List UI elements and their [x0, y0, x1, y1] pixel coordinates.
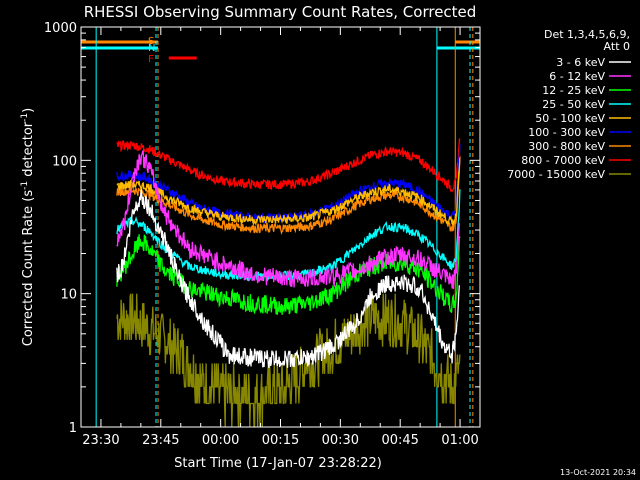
chart-title: RHESSI Observing Summary Count Rates, Co… — [84, 3, 477, 21]
series-layer — [116, 138, 461, 428]
x-tick-label-3: 00:15 — [262, 433, 299, 448]
x-tick-label-4: 00:30 — [322, 433, 359, 448]
legend-header-line2: Att 0 — [604, 40, 630, 53]
legend-label-0: 3 - 6 keV — [556, 56, 605, 69]
flag-bar-saa-0 — [81, 40, 159, 44]
legend-label-6: 300 - 800 keV — [528, 140, 605, 153]
series-line-0 — [116, 189, 461, 368]
legend-label-7: 800 - 7000 keV — [521, 154, 605, 167]
series-line-1 — [116, 149, 461, 290]
y-axis: 1 10 100 1000 — [44, 21, 480, 436]
flag-bar-night-1 — [436, 46, 480, 50]
series-line-2 — [116, 234, 461, 315]
series-line-6 — [116, 155, 461, 235]
flag-bars — [81, 40, 480, 60]
x-tick-label-1: 23:45 — [142, 433, 179, 448]
legend-label-5: 100 - 300 keV — [528, 126, 605, 139]
x-tick-label-0: 23:30 — [82, 433, 119, 448]
y-tick-label-1: 10 — [60, 288, 77, 303]
legend-header-line1: Det 1,3,4,5,6,9, — [544, 28, 630, 41]
x-tick-label-2: 00:00 — [202, 433, 239, 448]
legend-label-4: 50 - 100 keV — [535, 112, 605, 125]
legend-label-2: 12 - 25 keV — [542, 84, 605, 97]
x-axis: 23:30 23:45 00:00 00:15 00:30 00:45 01:00 — [80, 27, 481, 448]
y-tick-label-3: 1000 — [44, 21, 77, 36]
legend-label-3: 25 - 50 keV — [542, 98, 605, 111]
flag-label-f: F — [148, 54, 154, 65]
series-line-4 — [116, 157, 461, 227]
flag-label-s: S — [148, 36, 154, 47]
flag-bar-saa-1 — [455, 40, 480, 44]
y-tick-label-0: 1 — [69, 421, 77, 436]
flag-bar-night-0 — [81, 46, 159, 50]
x-tick-label-6: 01:00 — [441, 433, 478, 448]
footer-timestamp: 13-Oct-2021 20:34 — [560, 468, 636, 477]
flag-label-n: N — [148, 43, 155, 54]
x-tick-label-5: 00:45 — [381, 433, 418, 448]
series-line-8 — [116, 293, 461, 428]
flag-bar-flare-0 — [168, 56, 197, 60]
legend-label-1: 6 - 12 keV — [549, 70, 605, 83]
series-line-7 — [116, 138, 461, 193]
x-axis-label: Start Time (17-Jan-07 23:28:22) — [174, 456, 382, 471]
legend-label-8: 7000 - 15000 keV — [507, 168, 605, 181]
y-axis-label: Corrected Count Rate (s-1 detector-1) — [20, 108, 36, 346]
y-tick-label-2: 100 — [52, 154, 77, 169]
